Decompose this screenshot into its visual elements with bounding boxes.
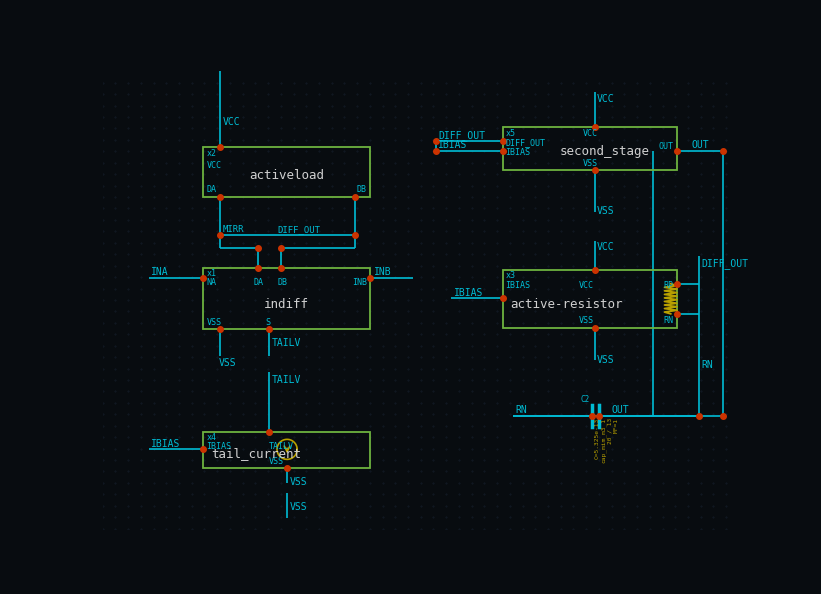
Text: VSS: VSS [269,457,284,466]
Text: INA: INA [151,267,168,277]
Bar [502,128,677,170]
Text: VCC: VCC [222,118,241,128]
Text: TAILV: TAILV [272,375,301,386]
Text: C=5.325e-13: C=5.325e-13 [594,418,600,459]
Text: DIFF_OUT: DIFF_OUT [438,129,485,141]
Text: DA: DA [206,185,217,194]
Text: IBIAS: IBIAS [454,287,483,298]
Text: OUT: OUT [658,142,674,151]
Text: TAILV: TAILV [269,443,294,451]
Bar [204,268,370,329]
Text: x3: x3 [506,271,516,280]
Text: VSS: VSS [583,159,599,168]
Text: DIFF_OUT: DIFF_OUT [277,225,320,234]
Text: tail_current: tail_current [211,447,301,460]
Text: DIFF_OUT: DIFF_OUT [506,138,546,147]
Text: VSS: VSS [596,206,614,216]
Text: DIFF_OUT: DIFF_OUT [702,258,749,268]
Text: VSS: VSS [580,317,594,326]
Bar [204,432,370,468]
Text: VCC: VCC [206,160,222,170]
Bar [204,147,370,197]
Text: RN: RN [516,405,527,415]
Text: VSS: VSS [219,359,236,368]
Text: RP: RP [664,281,674,290]
Text: OUT: OUT [612,405,630,415]
Text: OUT: OUT [691,140,709,150]
Text: DB: DB [277,279,287,287]
Text: MF=1: MF=1 [613,418,618,433]
Text: x2: x2 [206,149,217,158]
Text: IBIAS: IBIAS [206,443,232,451]
Bar [502,270,677,328]
Text: VSS: VSS [289,503,307,513]
Text: IBIAS: IBIAS [151,438,180,448]
Text: DA: DA [254,279,264,287]
Text: NA: NA [206,279,217,287]
Text: second_stage: second_stage [560,145,650,158]
Text: x5: x5 [506,129,516,138]
Text: VCC: VCC [583,129,599,138]
Text: VCC: VCC [580,281,594,290]
Text: VSS: VSS [206,318,222,327]
Text: DB: DB [357,185,367,194]
Text: RN: RN [664,317,674,326]
Text: cap_mim_m3_1: cap_mim_m3_1 [601,418,607,463]
Text: MIRR: MIRR [222,225,245,234]
Text: indiff: indiff [264,298,309,311]
Text: C2: C2 [580,395,589,404]
Text: INB: INB [352,279,367,287]
Text: S: S [265,318,270,327]
Text: VSS: VSS [289,477,307,487]
Text: 20 / 13: 20 / 13 [608,418,612,444]
Text: active-resistor: active-resistor [510,298,622,311]
Text: IBIAS: IBIAS [506,147,530,156]
Text: INB: INB [374,267,392,277]
Text: activeload: activeload [249,169,323,182]
Text: x1: x1 [206,269,217,278]
Text: IBIAS: IBIAS [506,281,530,290]
Text: VCC: VCC [596,242,614,252]
Text: RN: RN [702,360,713,370]
Text: VCC: VCC [596,94,614,105]
Text: IBIAS: IBIAS [438,140,468,150]
Text: x4: x4 [206,433,217,442]
Text: TAILV: TAILV [272,339,301,349]
Text: VSS: VSS [596,355,614,365]
